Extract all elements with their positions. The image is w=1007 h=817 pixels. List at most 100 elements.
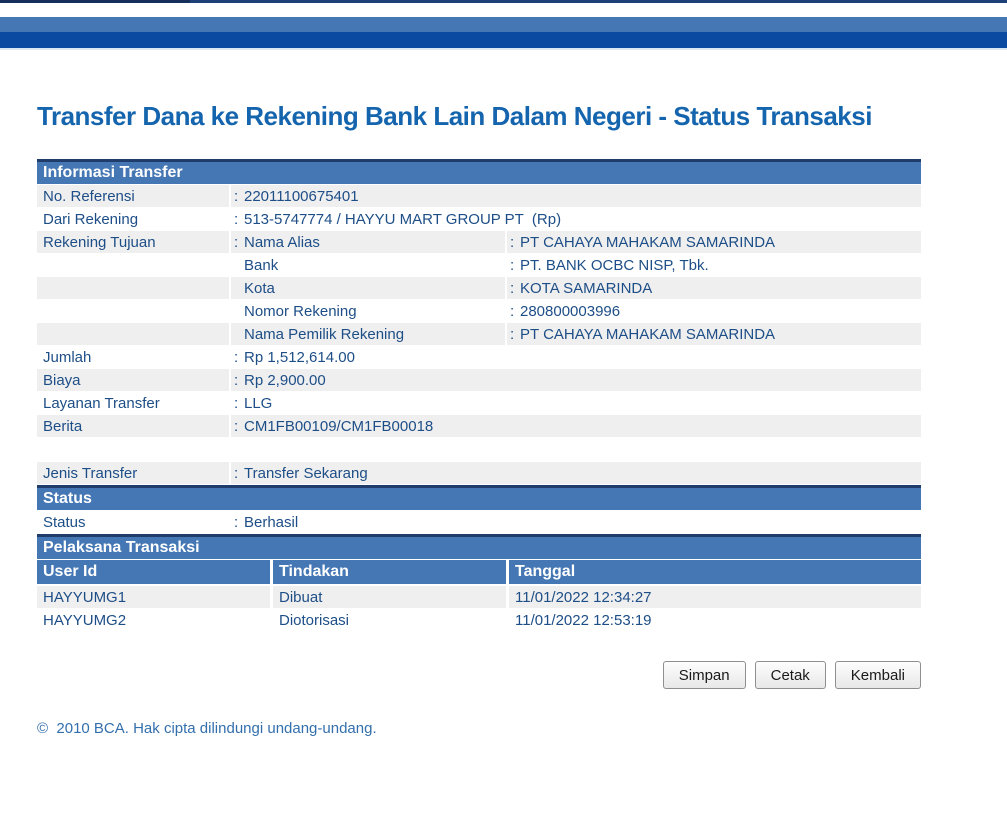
section-gap [37,438,921,462]
nav-bar-underline [0,48,1007,50]
colon: : [510,279,515,297]
row-label [37,254,229,276]
status-section-header: Status [37,485,921,510]
row-sublabel: Kota [231,277,505,299]
value-text: 280800003996 [520,302,621,320]
cell-tindakan: Dibuat [273,586,506,608]
colon: : [510,302,515,320]
value-text: Rp 1,512,614.00 [244,348,355,366]
row-value: : Transfer Sekarang [231,462,921,484]
row-value: :513-5747774 / HAYYU MART GROUP PT (Rp) [231,208,921,230]
info-row-rekening-tujuan-nama-alias: Rekening Tujuan : Nama Alias : PT CAHAYA M… [37,231,921,253]
page-title: Transfer Dana ke Rekening Bank Lain Dala… [37,101,872,131]
info-row-layanan-transfer: Layanan Transfer : LLG [37,392,921,414]
sublabel-text: Kota [244,279,275,297]
info-row-jenis-transfer: Jenis Transfer : Transfer Sekarang [37,462,921,484]
colon: : [234,417,239,435]
colon: : [234,371,239,389]
row-label: Status [37,511,229,533]
sublabel-text: Nomor Rekening [244,302,357,320]
value-text: LLG [244,394,273,412]
value-text: Rp 2,900.00 [244,371,326,389]
colon: : [510,256,515,274]
copyright-footer: © 2010 BCA. Hak cipta dilindungi undang-… [37,720,377,737]
top-frame-border [0,0,1007,3]
top-frame-border-segment [0,0,190,3]
cell-tindakan: Diotorisasi [273,609,506,631]
value-text: PT. BANK OCBC NISP, Tbk. [520,256,709,274]
pelaksana-column-header-row: User Id Tindakan Tanggal [37,560,921,584]
row-sublabel: Bank [231,254,505,276]
nav-bar-secondary [0,17,1007,32]
column-header-tindakan: Tindakan [273,560,506,584]
row-sublabel: Nomor Rekening [231,300,505,322]
value-text: CM1FB00109/CM1FB00018 [244,417,434,435]
status-row: Status : Berhasil [37,511,921,533]
colon: : [510,325,515,343]
row-label: Dari Rekening [37,208,229,230]
colon: : [234,210,239,228]
sublabel-text: Nama Pemilik Rekening [244,325,405,343]
kembali-button[interactable]: Kembali [834,661,921,689]
info-row-no-referensi: No. Referensi :22011100675401 [37,185,921,207]
row-value: : PT CAHAYA MAHAKAM SAMARINDA [507,231,921,253]
pelaksana-row: HAYYUMG1 Dibuat 11/01/2022 12:34:27 [37,586,921,608]
row-label: Biaya [37,369,229,391]
colon: : [234,464,239,482]
row-label [37,323,229,345]
nav-bar-primary [0,32,1007,48]
column-header-user-id: User Id [37,560,270,584]
info-row-nomor-rekening: Nomor Rekening :280800003996 [37,300,921,322]
row-value: : KOTA SAMARINDA [507,277,921,299]
value-text: KOTA SAMARINDA [520,279,653,297]
value-text: 22011100675401 [244,187,359,205]
column-header-tanggal: Tanggal [509,560,921,584]
colon: : [234,348,239,366]
info-row-dari-rekening: Dari Rekening :513-5747774 / HAYYU MART … [37,208,921,230]
row-value: : CM1FB00109/CM1FB00018 [231,415,921,437]
pelaksana-row: HAYYUMG2 Diotorisasi 11/01/2022 12:53:19 [37,609,921,631]
value-text: 513-5747774 / HAYYU MART GROUP PT (Rp) [244,210,562,228]
row-value: : PT CAHAYA MAHAKAM SAMARINDA [507,323,921,345]
row-value: : Berhasil [231,511,921,533]
cell-tanggal: 11/01/2022 12:34:27 [509,586,921,608]
informasi-transfer-table: Informasi Transfer No. Referensi :220111… [37,159,921,631]
row-value: :22011100675401 [231,185,921,207]
simpan-button[interactable]: Simpan [662,661,746,689]
info-row-kota: Kota : KOTA SAMARINDA [37,277,921,299]
row-value: : Rp 1,512,614.00 [231,346,921,368]
row-label: No. Referensi [37,185,229,207]
row-sublabel: Nama Pemilik Rekening [231,323,505,345]
cetak-button[interactable]: Cetak [754,661,826,689]
cell-user-id: HAYYUMG1 [37,586,270,608]
value-text: PT CAHAYA MAHAKAM SAMARINDA [520,325,776,343]
colon: : [234,394,239,412]
row-value: : LLG [231,392,921,414]
informasi-transfer-header: Informasi Transfer [37,159,921,184]
top-spacer [0,3,1007,17]
main-content: Transfer Dana ke Rekening Bank Lain Dala… [37,101,921,737]
info-row-berita: Berita : CM1FB00109/CM1FB00018 [37,415,921,437]
pelaksana-section-header: Pelaksana Transaksi [37,534,921,559]
row-value: : Rp 2,900.00 [231,369,921,391]
row-value: : PT. BANK OCBC NISP, Tbk. [507,254,921,276]
cell-user-id: HAYYUMG2 [37,609,270,631]
cell-tanggal: 11/01/2022 12:53:19 [509,609,921,631]
row-label [37,277,229,299]
sublabel-text: Bank [244,256,279,274]
colon: : [510,233,515,251]
row-label [37,300,229,322]
info-row-bank: Bank : PT. BANK OCBC NISP, Tbk. [37,254,921,276]
row-label: Layanan Transfer [37,392,229,414]
info-row-biaya: Biaya : Rp 2,900.00 [37,369,921,391]
value-text: PT CAHAYA MAHAKAM SAMARINDA [520,233,776,251]
colon: : [234,187,239,205]
info-row-nama-pemilik-rekening: Nama Pemilik Rekening : PT CAHAYA MAHAKAM… [37,323,921,345]
action-button-row: Simpan Cetak Kembali [37,661,921,689]
row-label: Rekening Tujuan [37,231,229,253]
value-text: Transfer Sekarang [244,464,368,482]
row-label: Berita [37,415,229,437]
status-value: Berhasil [244,513,299,531]
colon: : [234,233,239,251]
sublabel-text: Nama Alias [244,233,320,251]
